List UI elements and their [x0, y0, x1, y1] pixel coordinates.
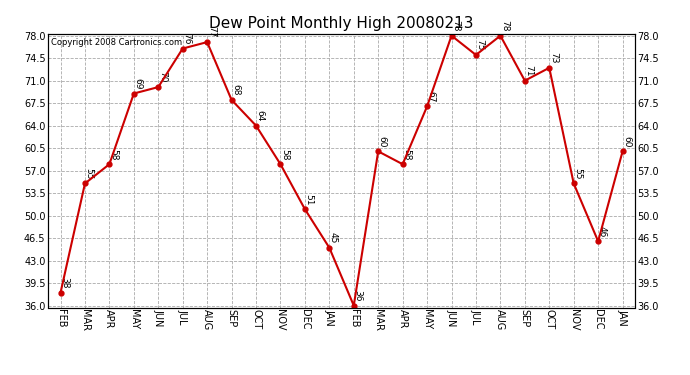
Text: 75: 75 — [475, 39, 484, 51]
Text: 60: 60 — [622, 136, 631, 147]
Text: 70: 70 — [158, 71, 167, 83]
Text: 71: 71 — [524, 65, 533, 76]
Text: 58: 58 — [402, 148, 411, 160]
Text: Copyright 2008 Cartronics.com: Copyright 2008 Cartronics.com — [51, 38, 182, 47]
Text: 58: 58 — [280, 148, 289, 160]
Text: 77: 77 — [207, 26, 216, 38]
Text: 78: 78 — [451, 20, 460, 32]
Text: 68: 68 — [231, 84, 240, 96]
Text: 55: 55 — [573, 168, 582, 179]
Text: 55: 55 — [85, 168, 94, 179]
Text: 76: 76 — [182, 33, 191, 44]
Title: Dew Point Monthly High 20080213: Dew Point Monthly High 20080213 — [209, 16, 474, 31]
Text: 78: 78 — [500, 20, 509, 32]
Text: 46: 46 — [598, 226, 607, 237]
Text: 36: 36 — [353, 290, 362, 302]
Text: 69: 69 — [133, 78, 143, 89]
Text: 45: 45 — [329, 232, 338, 244]
Text: 38: 38 — [60, 277, 69, 288]
Text: 60: 60 — [378, 136, 387, 147]
Text: 64: 64 — [256, 110, 265, 122]
Text: 58: 58 — [109, 148, 118, 160]
Text: 73: 73 — [549, 52, 558, 64]
Text: 67: 67 — [426, 91, 436, 102]
Text: 51: 51 — [304, 194, 313, 205]
